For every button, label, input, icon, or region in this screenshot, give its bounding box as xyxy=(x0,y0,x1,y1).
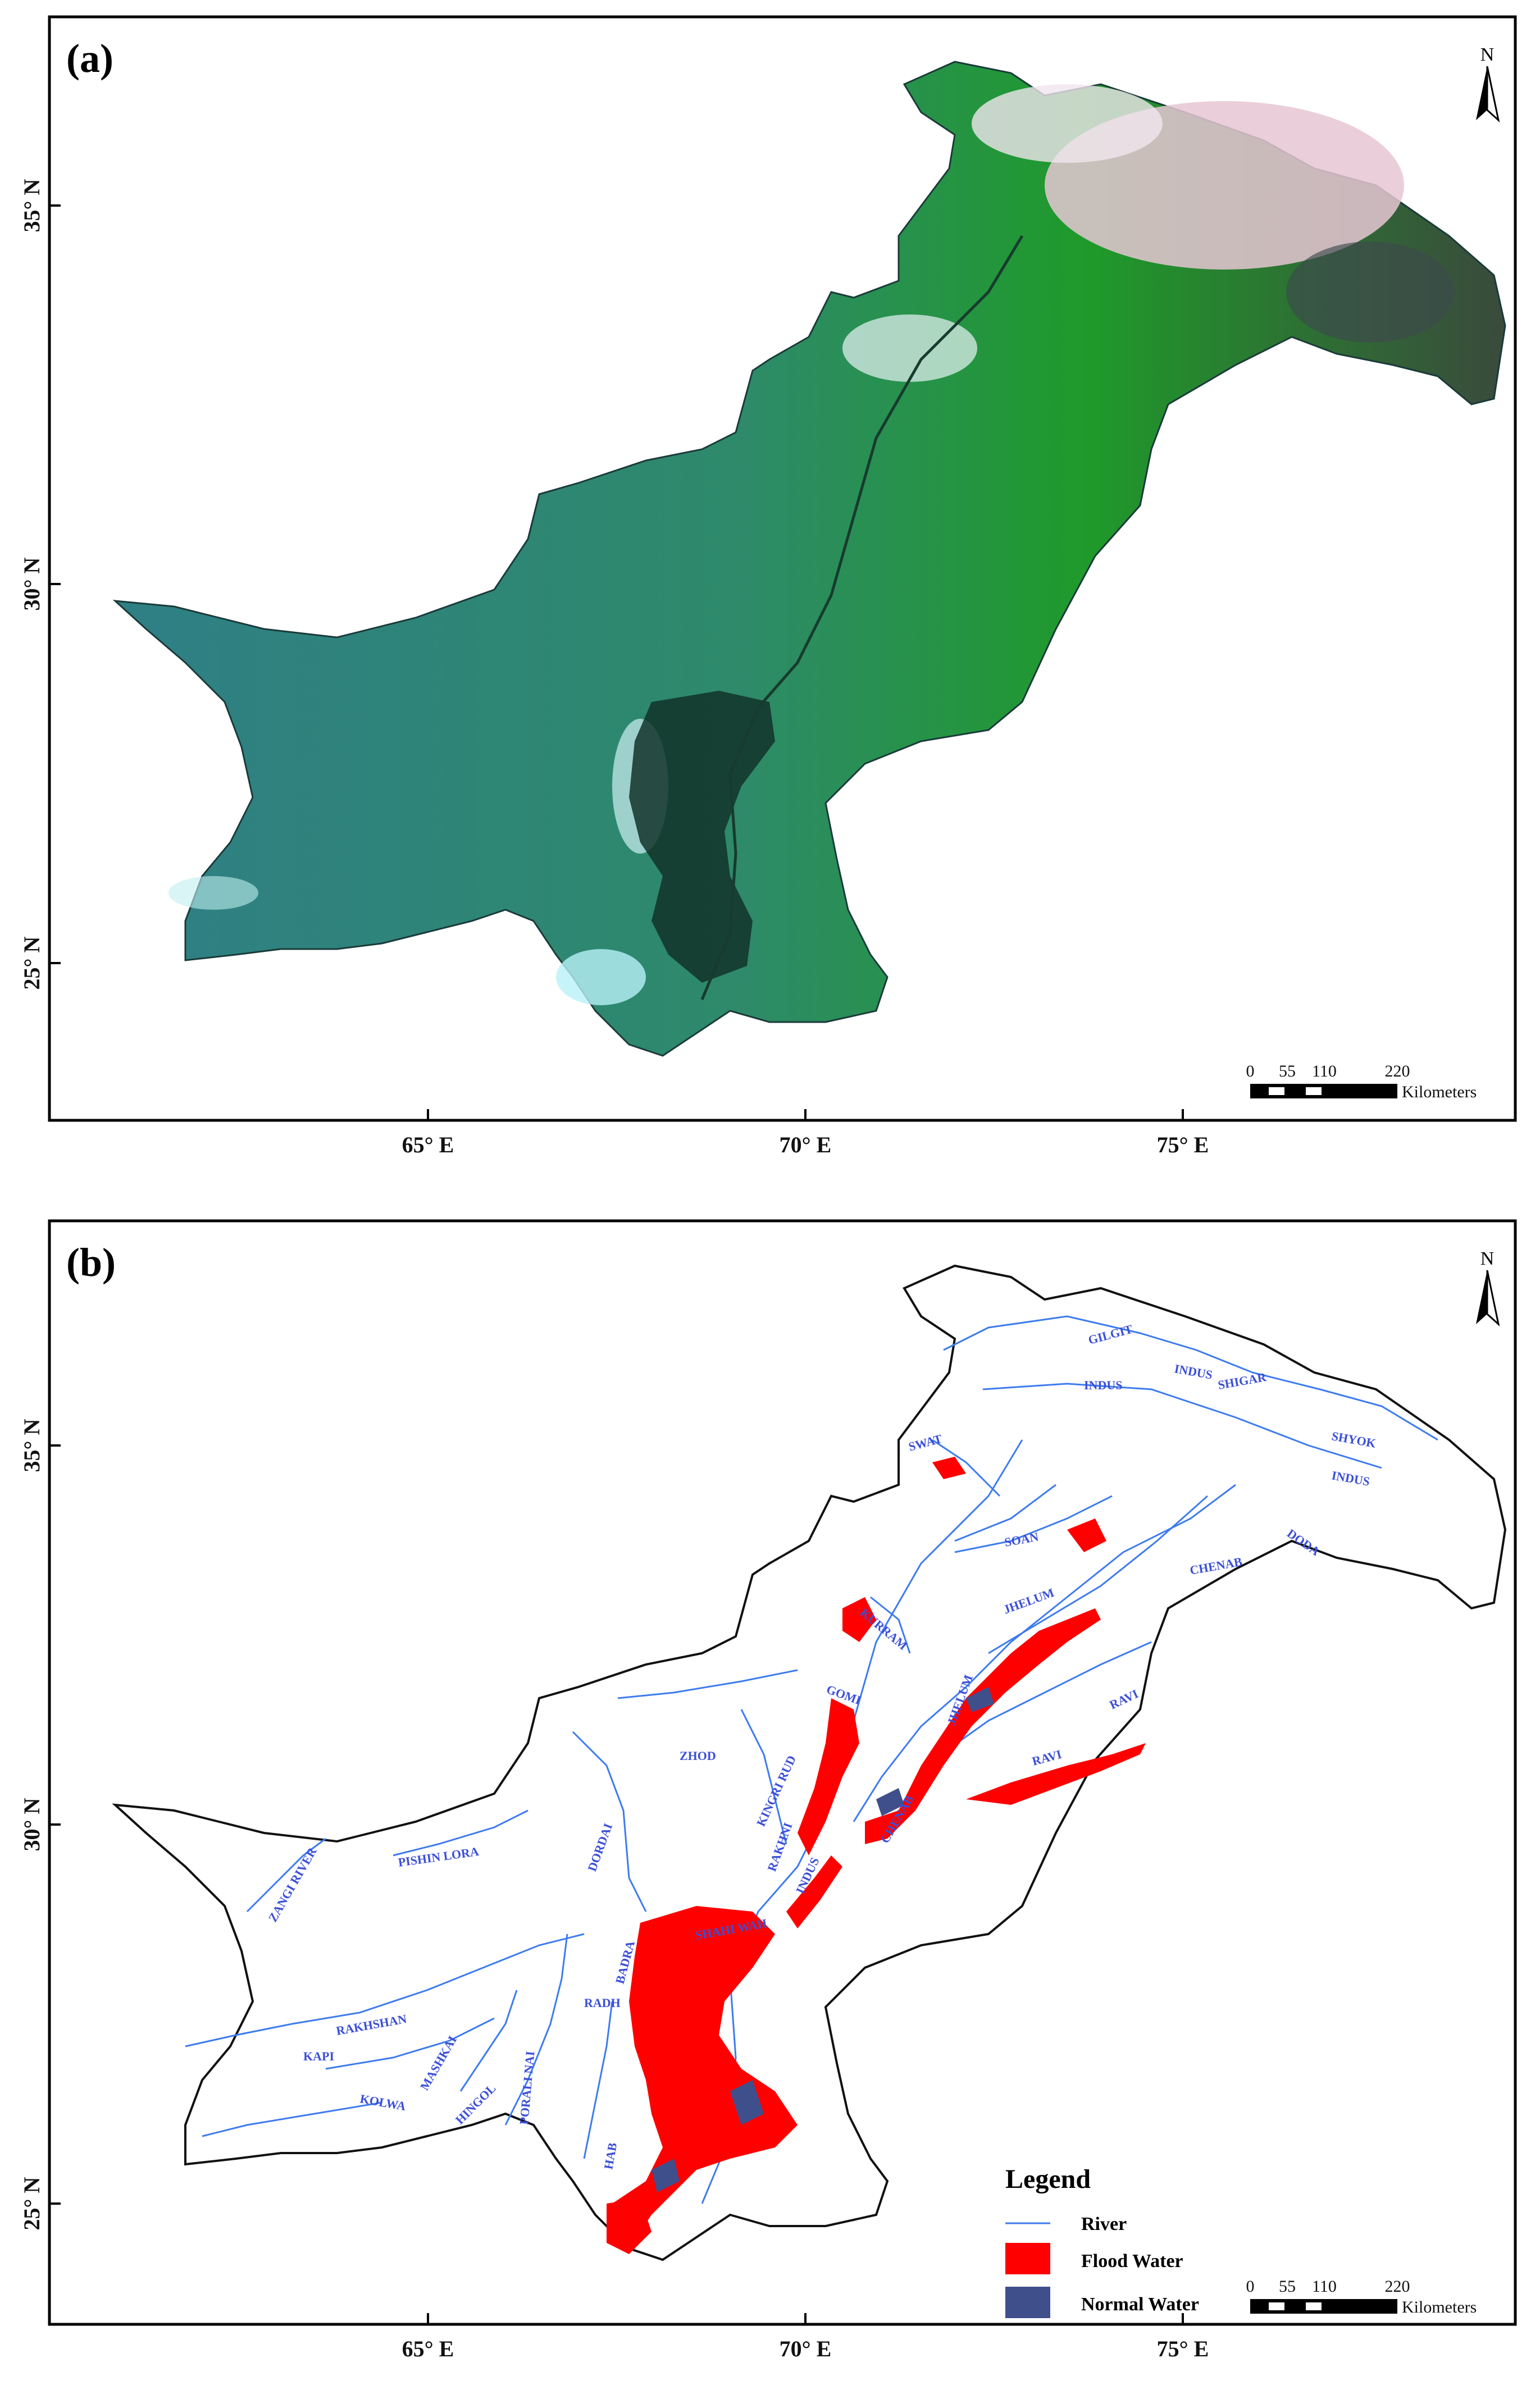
lon-label: 70° E xyxy=(780,2336,832,2361)
river-label: INDUS xyxy=(1084,1378,1122,1392)
legend-title: Legend xyxy=(1005,2164,1091,2194)
north-arrow-icon: N xyxy=(1476,1248,1500,1327)
latitude-ticks: 35° N 30° N 25° N xyxy=(19,1419,61,2230)
lon-label: 65° E xyxy=(402,1132,454,1157)
lat-label: 35° N xyxy=(19,179,44,232)
lat-label: 30° N xyxy=(19,1798,44,1851)
svg-text:0: 0 xyxy=(1246,1062,1255,1080)
north-arrow-icon: N xyxy=(1476,44,1500,123)
legend-normal-water-swatch xyxy=(1005,2287,1050,2318)
panel-a-map: 35° N 30° N 25° N 65° E 70° E 75° E (a) … xyxy=(19,15,1517,1157)
indus-river-line xyxy=(700,235,1024,1000)
longitude-ticks: 65° E 70° E 75° E xyxy=(402,2313,1209,2361)
river-label: RADH xyxy=(584,1996,621,2010)
lon-label: 65° E xyxy=(402,2336,454,2361)
lon-label: 70° E xyxy=(780,1132,832,1157)
svg-text:N: N xyxy=(1480,44,1495,65)
lon-label: 75° E xyxy=(1157,2336,1209,2361)
lat-label: 30° N xyxy=(19,557,44,610)
snow-region xyxy=(972,84,1163,163)
svg-text:55: 55 xyxy=(1279,2277,1296,2296)
legend-label: River xyxy=(1081,2214,1127,2234)
scale-bar: 0 55 110 220 Kilometers xyxy=(1246,2277,1477,2316)
panel-label: (a) xyxy=(66,36,113,81)
lat-label: 35° N xyxy=(19,1419,44,1472)
svg-text:55: 55 xyxy=(1279,1062,1296,1080)
svg-text:110: 110 xyxy=(1312,2277,1337,2296)
pakistan-outline xyxy=(112,1264,1507,2261)
legend-label: Flood Water xyxy=(1081,2251,1183,2272)
pakistan-satellite-image xyxy=(112,61,1506,1057)
cloud-region xyxy=(842,314,977,382)
svg-text:220: 220 xyxy=(1385,1062,1410,1080)
lon-label: 75° E xyxy=(1157,1132,1209,1157)
panel-b-map: 35° N 30° N 25° N 65° E 70° E 75° E (b) … xyxy=(19,1219,1517,2361)
svg-text:110: 110 xyxy=(1312,1062,1337,1080)
panel-label: (b) xyxy=(66,1240,116,1285)
svg-text:0: 0 xyxy=(1246,2277,1255,2296)
river-label: ZHOD xyxy=(680,1749,716,1763)
svg-text:220: 220 xyxy=(1385,2277,1410,2296)
cloud-region xyxy=(168,876,258,910)
legend: Legend River Flood Water Normal Water xyxy=(1005,2164,1199,2318)
flooded-area-dark xyxy=(629,691,775,983)
lat-label: 25° N xyxy=(19,2177,44,2230)
river-label: KAPI xyxy=(303,2049,334,2063)
legend-label: Normal Water xyxy=(1081,2294,1199,2315)
mountain-shadow xyxy=(1286,241,1455,343)
svg-text:N: N xyxy=(1480,1248,1495,1269)
legend-flood-swatch xyxy=(1005,2243,1050,2274)
flood-water-area xyxy=(607,1457,1146,2254)
latitude-ticks: 35° N 30° N 25° N xyxy=(19,179,61,989)
svg-text:Kilometers: Kilometers xyxy=(1402,1083,1477,1101)
cloud-region xyxy=(556,949,646,1005)
svg-text:Kilometers: Kilometers xyxy=(1402,2298,1477,2316)
longitude-ticks: 65° E 70° E 75° E xyxy=(402,1109,1209,1157)
scale-bar: 0 55 110 220 Kilometers xyxy=(1246,1062,1477,1101)
normal-water-area xyxy=(651,1687,994,2192)
lat-label: 25° N xyxy=(19,936,44,989)
